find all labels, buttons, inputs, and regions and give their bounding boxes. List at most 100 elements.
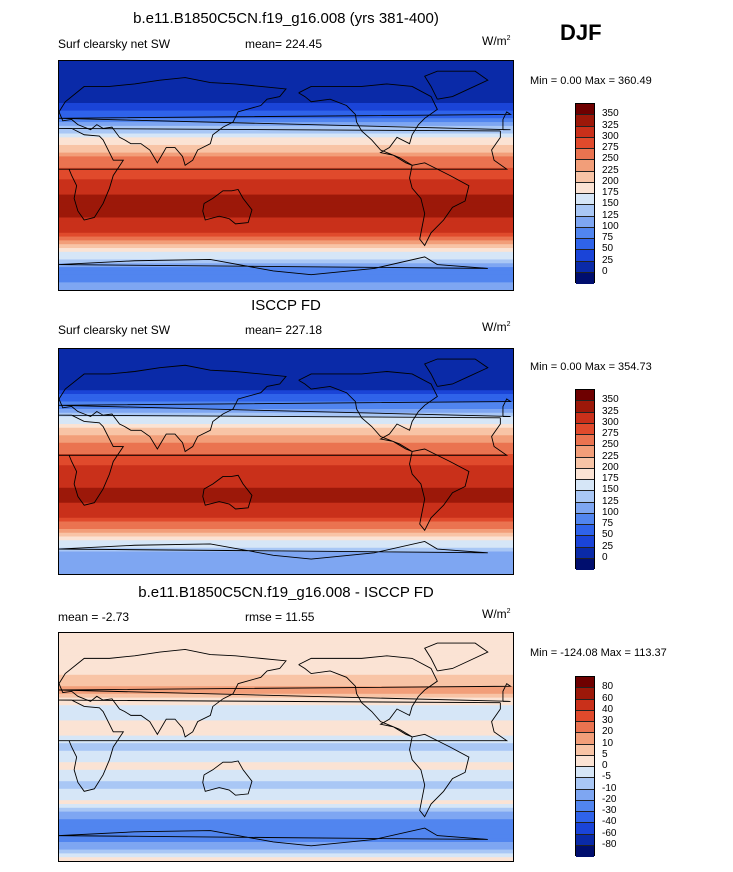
units-text: W/m — [482, 34, 507, 48]
units-label: W/m2 — [482, 607, 511, 621]
colorbar-tick-label: 100 — [602, 506, 619, 518]
field-band — [59, 263, 513, 268]
field-band — [59, 450, 513, 455]
field-band — [59, 750, 513, 756]
field-band — [59, 849, 513, 854]
field-band — [59, 209, 513, 215]
field-band — [59, 633, 513, 638]
coastline — [59, 398, 512, 417]
field-band — [59, 83, 513, 89]
field-band — [59, 469, 513, 474]
field-band — [59, 431, 513, 436]
field-band — [59, 551, 513, 556]
field-band — [59, 540, 513, 545]
colorbar-cell — [576, 446, 594, 458]
field-band — [59, 532, 513, 538]
field-band — [59, 506, 513, 511]
field-band — [59, 198, 513, 203]
field-band — [59, 652, 513, 657]
units-sup: 2 — [506, 608, 511, 615]
field-band — [59, 274, 513, 280]
field-band — [59, 110, 513, 116]
field-band — [59, 213, 513, 219]
colorbar-cell — [576, 767, 594, 779]
coastline — [409, 162, 470, 247]
field-band — [59, 286, 513, 290]
colorbar-cell — [576, 778, 594, 790]
units-text: W/m — [482, 320, 507, 334]
field-band — [59, 465, 513, 470]
colorbar — [575, 103, 595, 284]
field-band — [59, 356, 513, 361]
colorbar-tick-label: 225 — [602, 164, 619, 176]
field-band — [59, 442, 513, 448]
coastline — [59, 414, 509, 506]
field-band — [59, 167, 513, 173]
colorbar-tick-label: -60 — [602, 827, 617, 839]
colorbar-cell — [576, 733, 594, 745]
field-band — [59, 156, 513, 161]
colorbar-cell — [576, 513, 594, 525]
colorbar-cell — [576, 812, 594, 824]
field-band — [59, 842, 513, 847]
coastline — [59, 127, 509, 221]
field-band — [59, 476, 513, 481]
field-band — [59, 682, 513, 687]
field-band — [59, 64, 513, 70]
panel-title: b.e11.B1850C5CN.f19_g16.008 (yrs 381-400… — [133, 10, 439, 27]
min-max-label: Min = 0.00 Max = 360.49 — [530, 75, 652, 87]
colorbar-cell — [576, 194, 594, 206]
field-band — [59, 705, 513, 710]
field-band — [59, 148, 513, 154]
field-band — [59, 91, 513, 96]
coastline — [424, 358, 489, 387]
field-band — [59, 857, 513, 861]
coastline — [409, 448, 470, 532]
field-band — [59, 781, 513, 786]
field-band — [59, 360, 513, 365]
field-band — [59, 95, 513, 100]
colorbar-tick-label: 125 — [602, 495, 619, 507]
field-band — [59, 743, 513, 748]
field-band — [59, 267, 513, 272]
colorbar-tick-label: 225 — [602, 450, 619, 462]
field-band — [59, 544, 513, 549]
coastline — [202, 474, 253, 510]
units-label: W/m2 — [482, 34, 511, 48]
coastline — [409, 733, 470, 818]
colorbar-tick-label: 350 — [602, 108, 619, 120]
colorbar-tick-label: 175 — [602, 473, 619, 484]
field-band — [59, 484, 513, 489]
colorbar-tick-label: 20 — [602, 726, 614, 738]
colorbar-cell — [576, 710, 594, 722]
colorbar-cell — [576, 823, 594, 835]
mean-label: mean= 224.45 — [245, 37, 323, 51]
map-plot — [59, 633, 513, 861]
field-band — [59, 724, 513, 729]
field-band — [59, 807, 513, 813]
field-band — [59, 674, 513, 680]
colorbar-cell — [576, 834, 594, 846]
coastline — [59, 77, 287, 166]
colorbar-cell — [576, 744, 594, 756]
colorbar-tick-label: 10 — [602, 737, 614, 749]
field-band — [59, 194, 513, 199]
colorbar-cell — [576, 227, 594, 239]
field-band — [59, 758, 513, 763]
field-band — [59, 282, 513, 287]
colorbar-cell — [576, 423, 594, 435]
field-band — [59, 826, 513, 832]
field-band — [59, 815, 513, 820]
colorbar-cell — [576, 435, 594, 447]
field-band — [59, 648, 513, 653]
field-band — [59, 152, 513, 158]
field-band — [59, 834, 513, 839]
coastline — [59, 827, 488, 847]
field-band — [59, 800, 513, 805]
colorbar-tick-label: 325 — [602, 405, 619, 417]
coastline — [424, 642, 489, 672]
field-band — [59, 712, 513, 718]
colorbar-cell — [576, 677, 594, 689]
field-band — [59, 99, 513, 104]
field-band — [59, 164, 513, 169]
